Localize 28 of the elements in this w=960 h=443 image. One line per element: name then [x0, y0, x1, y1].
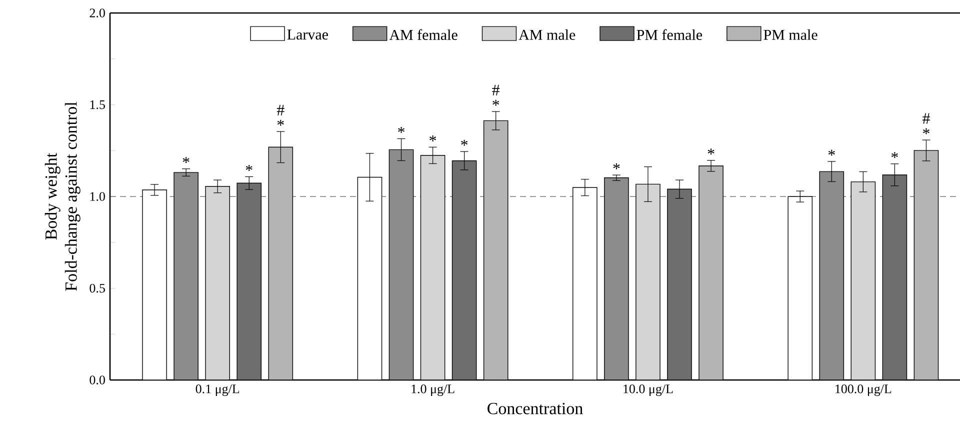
x-tick-label: 0.1 μg/L — [196, 384, 240, 396]
legend-label: Larvae — [287, 30, 328, 40]
data-label: * — [613, 163, 620, 170]
data-label: * — [708, 148, 714, 155]
x-tick-label: 100.0 μg/L — [836, 384, 892, 396]
y-axis-title: Body weight Fold-change against control — [44, 102, 80, 291]
data-label: * — [182, 157, 190, 163]
y-tick-label: 1.5 — [90, 100, 105, 110]
y-tick-label: 1.0 — [90, 192, 105, 201]
x-tick-label: 10.0 μg/L — [624, 384, 673, 396]
y-tick-label: 0.5 — [90, 284, 105, 293]
data-label: # * — [276, 104, 284, 126]
data-label: * — [891, 152, 898, 158]
data-label: * — [246, 164, 252, 171]
x-tick-label: 1.0 μg/L — [412, 384, 454, 396]
y-tick-label: 2.0 — [90, 8, 105, 18]
data-label: * — [461, 140, 468, 146]
data-label: * — [430, 135, 436, 142]
data-label: * — [828, 150, 835, 156]
legend-label: PM male — [764, 29, 818, 40]
y-tick-label: 0.0 — [90, 376, 105, 384]
legend-label: PM female — [636, 29, 702, 40]
data-label: * — [398, 127, 404, 133]
data-label: # * — [492, 84, 500, 106]
data-label: # * — [922, 113, 930, 134]
x-axis-title: Concentration — [488, 402, 583, 414]
legend-label: AM male — [518, 29, 576, 40]
legend-label: AM female — [389, 29, 458, 40]
